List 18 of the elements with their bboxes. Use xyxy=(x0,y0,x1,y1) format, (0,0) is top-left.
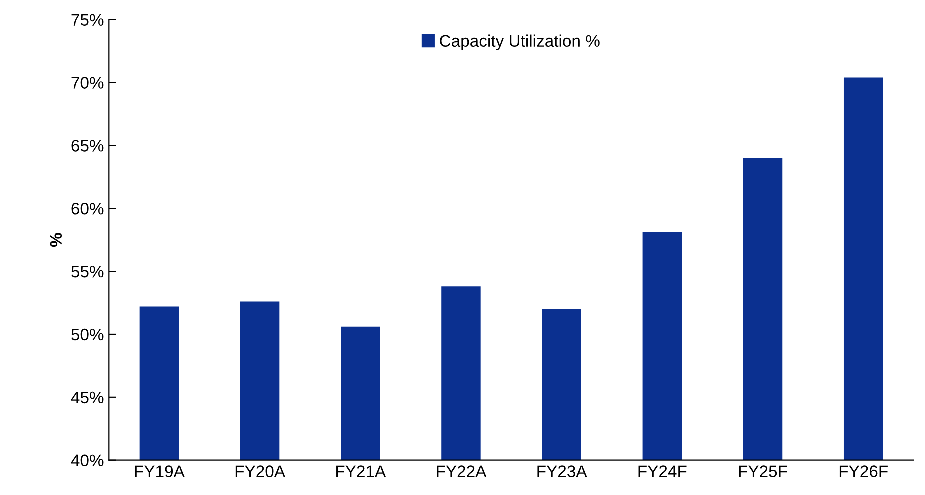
x-tick-label: FY26F xyxy=(840,466,888,478)
x-tick-label: FY25F xyxy=(739,466,788,478)
legend-label: Capacity Utilization % xyxy=(440,34,600,50)
x-tick-label: FY23A xyxy=(538,466,588,478)
y-tick-label: 50% xyxy=(72,328,104,341)
y-tick-label: 70% xyxy=(72,77,104,89)
y-tick-label: 75% xyxy=(72,14,104,26)
x-tick-label: FY19A xyxy=(135,466,185,478)
y-tick-label: 55% xyxy=(72,266,104,278)
x-tick-label: FY24F xyxy=(638,466,687,478)
y-tick-label: 60% xyxy=(72,203,104,215)
x-tick-label: FY22A xyxy=(437,466,487,478)
y-axis-title: % xyxy=(50,233,62,248)
y-tick-label: 40% xyxy=(71,454,104,467)
y-tick-label: 45% xyxy=(71,392,104,404)
x-tick-label: FY20A xyxy=(236,466,286,478)
x-tick-label: FY21A xyxy=(336,466,386,478)
y-tick-label: 65% xyxy=(72,140,104,152)
